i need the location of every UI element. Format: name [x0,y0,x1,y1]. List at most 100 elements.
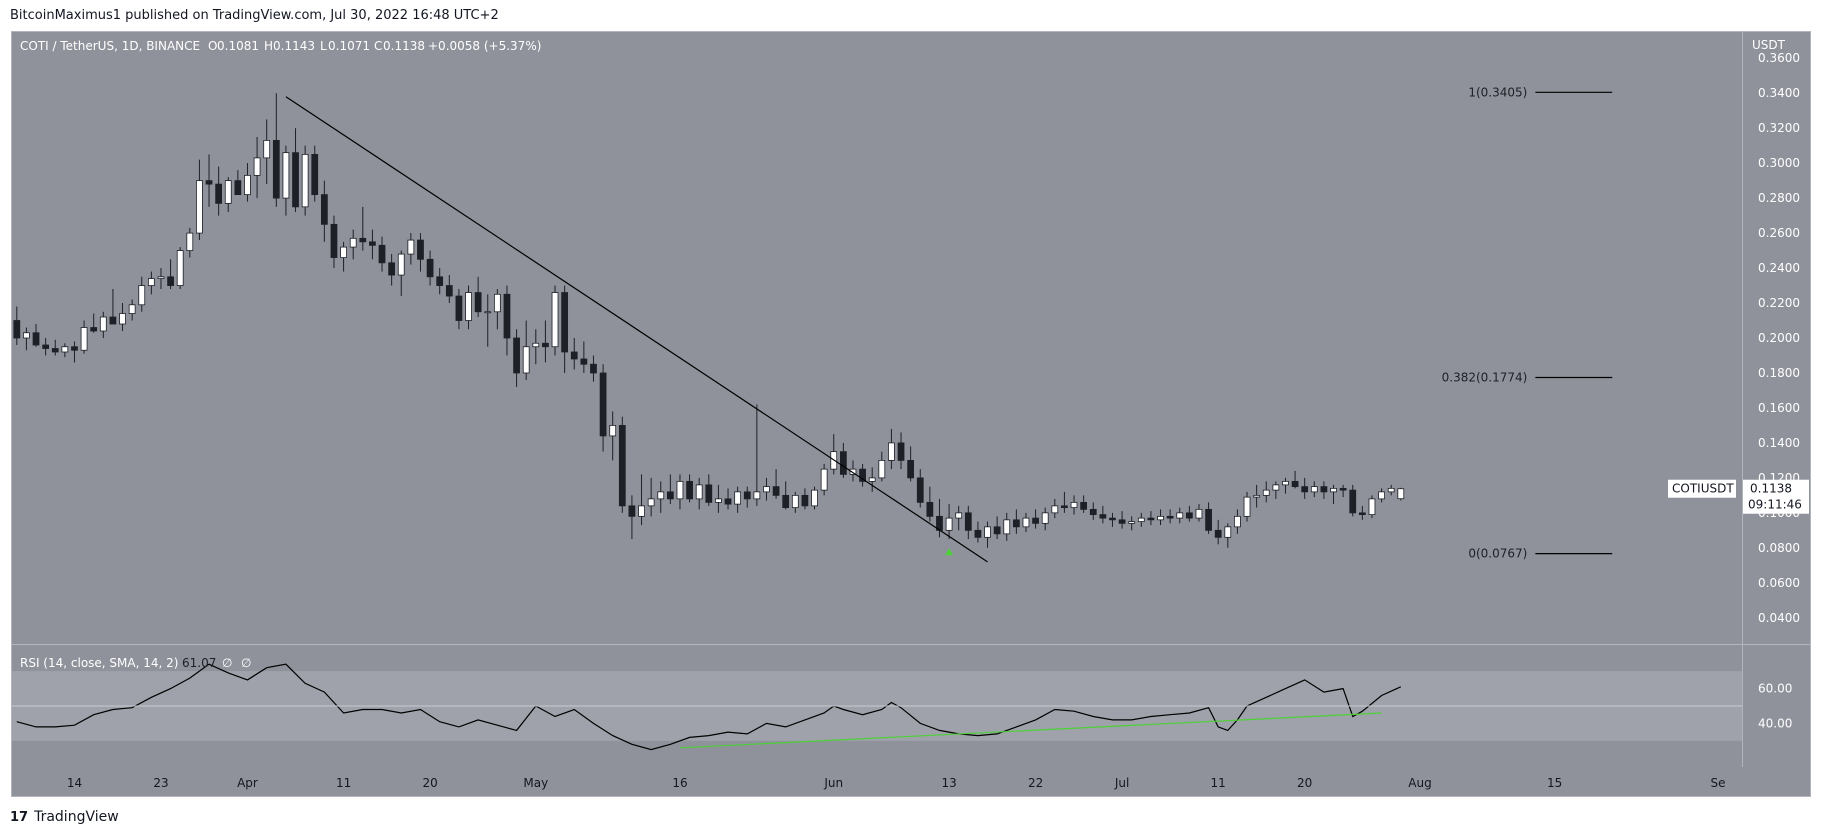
candle-body [964,512,972,531]
candle-body [1310,486,1318,493]
candle-body [167,276,174,286]
y-tick-label: 0.2600 [1758,226,1800,240]
y-tick-label: 0.2800 [1758,191,1800,205]
candle-body [763,486,770,493]
candle-body [753,491,761,500]
ohlc-change: +0.0058 (+5.37%) [428,39,541,53]
candle-body [1185,512,1193,519]
candle-body [426,258,434,278]
descending-trendline[interactable] [285,96,988,563]
candle-body [311,153,319,196]
candle-body [666,491,674,500]
candle-body [542,342,549,348]
x-tick-label: Aug [1408,776,1431,790]
candle-body [1349,489,1357,514]
candle-body [820,468,828,491]
candle-body [32,332,40,346]
x-tick-label: 16 [672,776,687,790]
candle-body [1061,505,1068,509]
candle-body [1262,489,1270,496]
candle-body [1080,501,1088,510]
candle-body [61,346,69,353]
tradingview-mark-icon: 17 [10,809,29,825]
candle-body [657,491,665,500]
candle-body [1147,517,1155,521]
candle-body [436,276,444,286]
price-tag-box [1743,479,1809,514]
candle-body [513,337,520,374]
y-tick-label: 0.1800 [1758,366,1800,380]
tradingview-logo-text: TradingView [34,809,119,825]
y-tick-label: 0.2000 [1758,331,1800,345]
x-tick-label: 20 [422,776,437,790]
candle-body [503,293,511,339]
candle-body [397,253,405,276]
y-tick-label: 0.0600 [1758,576,1800,590]
candle-body [974,529,982,538]
chart-canvas[interactable]: 1(0.3405)0.382(0.1774)0(0.0767) 14 23 Apr 1… [0,0,1824,800]
y-tick-label: 0.0800 [1758,541,1800,555]
candle-body [715,498,722,503]
tradingview-logo[interactable]: 17 TradingView [10,809,119,825]
candle-body [234,180,242,196]
candle-body [1070,501,1078,509]
price-pane-background [12,32,1742,644]
candle-body [292,152,299,208]
candle-body [570,351,578,360]
x-tick-label: May [523,776,548,790]
candle-body [1387,487,1395,493]
candle-body [1176,512,1184,519]
y-axis-ticks: 0.3600 0.3400 0.3200 0.3000 0.2800 0.2600 0.24… [1758,51,1800,625]
candle-body [349,237,357,248]
ohlc-o-label: O [208,39,217,53]
candle-body [1397,488,1405,500]
candle-body [80,327,88,351]
candle-body [13,320,21,339]
rsi-title: RSI (14, close, SMA, 14, 2) [20,656,178,670]
x-tick-label: 23 [153,776,168,790]
candle-body [407,239,415,255]
price-axis-background [1742,32,1810,767]
candle-body [109,316,117,325]
candle-body [263,140,271,159]
candle-body [782,494,790,509]
price-tag-countdown: 09:11:46 [1748,498,1802,512]
time-axis-background [12,767,1810,796]
fib-label: 0(0.0767) [1468,547,1527,561]
ohlc-o-value: 0.1081 [217,39,259,53]
candle-body [320,194,328,225]
y-tick-label: 0.0400 [1758,611,1800,625]
candle-body [340,246,347,258]
candle-body [897,442,905,461]
y-tick-label: 0.3600 [1758,51,1800,65]
candle-body [1282,480,1289,486]
ohlc-h-value: 0.1143 [273,39,315,53]
x-tick-label: 22 [1028,776,1043,790]
candle-body [1195,508,1203,519]
candle-body [695,484,703,500]
candle-body [1137,517,1145,522]
rsi-series [16,663,1402,751]
x-tick-label: 15 [1547,776,1562,790]
candle-body [839,451,847,475]
candle-body [1166,515,1174,519]
candle-body [1099,514,1107,519]
candle-body [907,459,915,479]
candle-body [90,327,98,332]
candle-body [1301,486,1309,493]
candle-body [868,477,876,482]
candle-body [244,174,251,196]
candle-body [580,358,588,365]
candle-body [465,292,472,321]
ohlc-l-label: L [320,39,327,53]
candle-body [724,498,732,505]
ohlc-h-label: H [264,39,273,53]
ohlc-c-value: 0.1138 [383,39,425,53]
candle-body [1118,519,1126,524]
candle-body [1003,519,1011,535]
candle-body [1358,512,1366,516]
candle-body [849,468,857,475]
candle-body [551,292,559,348]
candle-body [1234,515,1241,528]
rsi-line [16,663,1402,751]
